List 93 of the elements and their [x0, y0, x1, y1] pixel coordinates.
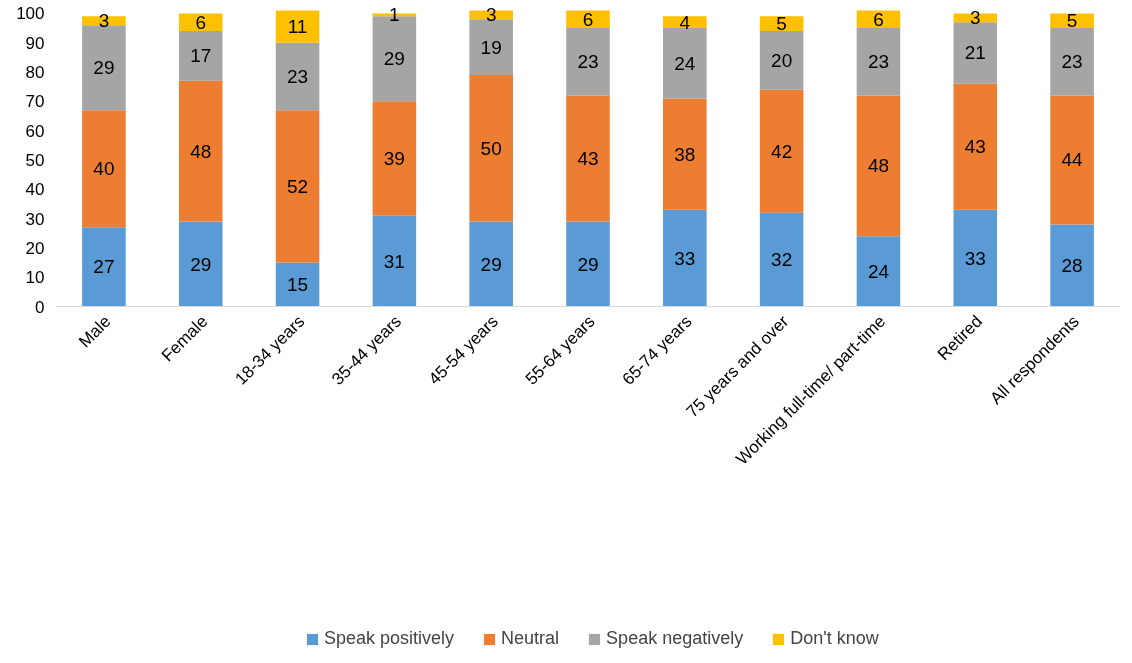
bar [1050, 224, 1094, 307]
data-label: 5 [1066, 10, 1078, 32]
y-tick-label: 90 [25, 33, 45, 53]
data-label: 11 [287, 16, 308, 38]
bar [82, 16, 126, 26]
data-label: 48 [190, 140, 212, 162]
y-tick-label: 70 [25, 92, 45, 112]
bar [469, 19, 513, 75]
bar [372, 101, 417, 216]
y-tick-label: 60 [25, 121, 45, 141]
data-label: 50 [480, 137, 502, 159]
data-label: 23 [1061, 51, 1083, 73]
bar [178, 13, 223, 32]
data-label: 31 [383, 250, 405, 272]
bar [82, 25, 126, 111]
y-tick-label: 10 [25, 268, 45, 288]
data-label: 4 [679, 11, 691, 33]
bar [759, 212, 804, 307]
y-tick-label: 0 [35, 297, 45, 317]
bar [469, 74, 513, 222]
data-label: 40 [93, 158, 115, 180]
data-label: 23 [286, 65, 309, 87]
bar [759, 31, 804, 90]
y-tick-label: 50 [25, 150, 45, 170]
bar [178, 221, 223, 307]
data-label: 19 [480, 36, 502, 58]
data-label: 6 [873, 8, 884, 30]
data-label: 24 [867, 260, 890, 282]
y-tick-label: 100 [16, 4, 45, 24]
bar [372, 215, 417, 307]
bar [759, 89, 804, 213]
bar [856, 236, 901, 307]
bar [275, 42, 320, 111]
y-tick-label: 40 [25, 180, 45, 200]
data-label: 29 [93, 57, 115, 79]
data-label: 29 [190, 253, 212, 275]
bar [275, 110, 320, 263]
bar [663, 209, 707, 307]
data-label: 27 [93, 256, 115, 278]
bar [663, 28, 707, 99]
data-label: 43 [964, 136, 986, 158]
data-label: 38 [674, 143, 696, 165]
legend-label: Don't know [790, 628, 879, 649]
data-label: 6 [195, 11, 207, 33]
bar [663, 98, 707, 210]
bar [566, 221, 610, 307]
data-label: 3 [98, 10, 110, 32]
data-label: 52 [286, 175, 309, 197]
bar [663, 16, 707, 29]
data-label: 48 [867, 155, 890, 177]
bar [953, 22, 998, 84]
bar [82, 110, 126, 228]
bar [566, 95, 610, 222]
data-label: 20 [771, 49, 793, 71]
bar [178, 31, 223, 81]
bar [953, 209, 998, 307]
data-label: 44 [1061, 149, 1084, 171]
data-label: 33 [674, 247, 696, 269]
data-label: 42 [771, 140, 793, 162]
data-label: 6 [582, 8, 594, 30]
data-label: 29 [383, 48, 405, 70]
data-label: 23 [577, 51, 599, 73]
data-label: 33 [964, 247, 986, 269]
bar [1050, 13, 1094, 29]
legend-label: Speak positively [324, 628, 455, 649]
data-label: 24 [674, 52, 696, 74]
data-label: 15 [286, 274, 309, 296]
y-tick-label: 20 [25, 238, 45, 258]
data-label: 32 [771, 249, 793, 271]
bar [469, 221, 513, 307]
bar [856, 95, 901, 237]
bar [856, 28, 901, 96]
data-label: 29 [577, 253, 599, 275]
legend-label: Speak negatively [606, 628, 744, 649]
data-label: 39 [383, 148, 405, 169]
y-tick-label: 80 [25, 63, 45, 83]
y-tick-label: 30 [25, 209, 45, 229]
data-label: 43 [577, 148, 599, 169]
data-label: 29 [480, 253, 502, 275]
bar [953, 13, 998, 23]
data-label: 17 [190, 45, 212, 67]
bar [566, 28, 610, 96]
bar [82, 227, 126, 307]
bar [1050, 95, 1094, 225]
bar [178, 80, 223, 222]
data-label: 5 [776, 13, 787, 35]
bar [953, 83, 998, 210]
data-label: 3 [969, 7, 981, 29]
data-label: 21 [964, 42, 986, 64]
legend-label: Neutral [501, 628, 560, 649]
data-label: 28 [1061, 254, 1083, 276]
bar [1050, 28, 1094, 96]
data-label: 23 [867, 51, 890, 73]
